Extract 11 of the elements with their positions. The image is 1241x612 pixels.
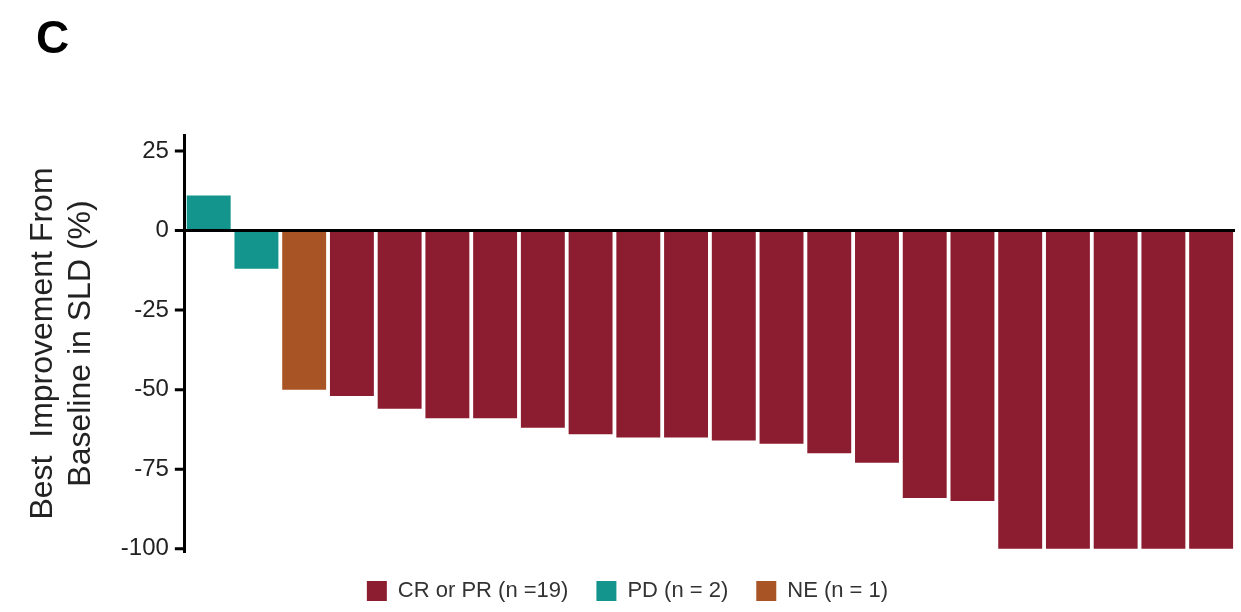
- text: C: [36, 10, 70, 64]
- legend-label: PD (n = 2): [627, 577, 729, 603]
- legend-label: CR or PR (n =19): [397, 577, 569, 603]
- y-tick-label: 25: [142, 135, 169, 163]
- y-tick-label: -25: [134, 294, 169, 322]
- y-tick-label: -50: [134, 374, 169, 402]
- y-tick-label: 0: [155, 215, 169, 243]
- y-tick-label: -100: [120, 533, 169, 561]
- y-tick-label: -75: [134, 453, 169, 481]
- legend-label: NE (n = 1): [787, 577, 889, 603]
- y-axis-title: Best Improvement From Baseline in SLD (%): [23, 167, 98, 520]
